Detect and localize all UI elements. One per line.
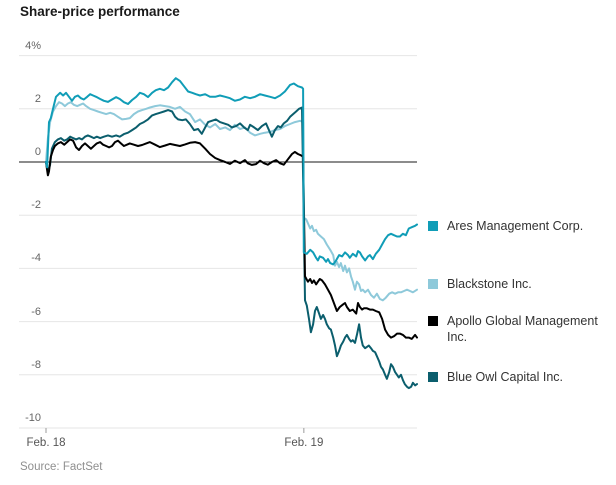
legend-swatch-icon — [428, 279, 438, 289]
y-axis-label: 4% — [25, 39, 41, 52]
series-line-apollo-global-management-inc — [45, 138, 418, 340]
series-line-blackstone-inc — [45, 101, 418, 302]
series-line-ares-management-corp — [45, 77, 418, 266]
source-note: Source: FactSet — [20, 461, 103, 473]
legend-swatch-icon — [428, 221, 438, 231]
x-axis-label: Feb. 19 — [284, 437, 324, 449]
y-axis-label: 0 — [34, 146, 41, 158]
legend-item-blue-owl-capital-inc: Blue Owl Capital Inc. — [428, 369, 613, 385]
legend-swatch-icon — [428, 316, 438, 326]
legend-swatch-icon — [428, 372, 438, 382]
legend-item-apollo-global-management-inc: Apollo Global Management Inc. — [428, 313, 613, 345]
legend-item-blackstone-inc: Blackstone Inc. — [428, 276, 613, 292]
legend-label: Apollo Global Management Inc. — [447, 314, 598, 344]
y-axis-label: -2 — [31, 199, 41, 212]
y-axis-label: -10 — [25, 412, 41, 424]
legend-label: Blue Owl Capital Inc. — [447, 370, 564, 384]
series-line-blue-owl-capital-inc — [45, 106, 418, 390]
y-axis-label: 2 — [34, 92, 41, 105]
x-axis-label: Feb. 18 — [26, 437, 66, 449]
legend-item-ares-management-corp: Ares Management Corp. — [428, 218, 613, 234]
legend-label: Ares Management Corp. — [447, 219, 584, 233]
y-axis-label: -6 — [31, 305, 41, 318]
y-axis-label: -8 — [31, 358, 41, 371]
y-axis-label: -4 — [31, 252, 41, 265]
chart-title: Share-price performance — [20, 4, 180, 19]
legend-label: Blackstone Inc. — [447, 277, 532, 291]
